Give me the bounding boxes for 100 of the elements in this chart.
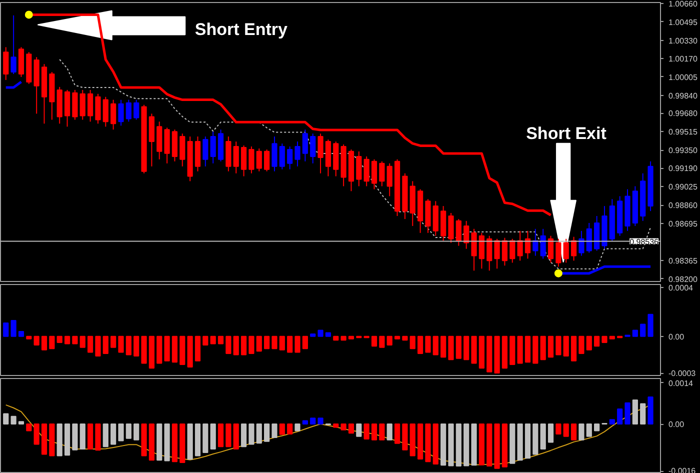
bar [80, 424, 86, 450]
y-tick-label: 0.98860 [668, 201, 698, 210]
bar [110, 336, 116, 348]
candlestick [80, 89, 86, 120]
bar [570, 424, 577, 440]
y-tick-label: -0.0003 [668, 369, 696, 378]
candlestick [510, 238, 516, 264]
bar [302, 420, 308, 425]
bar [41, 336, 48, 350]
bar [594, 336, 600, 347]
bar [494, 424, 500, 469]
bar [310, 418, 316, 425]
candlestick [578, 230, 584, 256]
candlestick [64, 89, 70, 128]
bar [356, 424, 362, 437]
candlestick [494, 238, 500, 270]
bar [72, 424, 78, 450]
y-tick-label: 1.00495 [668, 18, 698, 27]
bar [379, 336, 385, 348]
bar [624, 402, 630, 425]
candlestick [294, 141, 300, 167]
annotation: Short Exit [526, 124, 607, 143]
bar [218, 336, 224, 344]
bar [556, 424, 562, 435]
y-tick-label: 0.98365 [668, 256, 698, 266]
bar [333, 424, 339, 428]
y-tick-label: 0.98200 [668, 274, 698, 284]
bar [279, 336, 285, 350]
bar [210, 424, 216, 450]
bar [371, 424, 378, 440]
bar [118, 336, 124, 353]
bar [632, 330, 638, 337]
bar [340, 336, 346, 341]
candlestick [110, 99, 116, 130]
bar [333, 336, 339, 341]
bar [556, 336, 562, 356]
candlestick [586, 222, 592, 254]
candlestick [10, 14, 16, 75]
bar [102, 336, 108, 354]
bar [264, 336, 270, 350]
bar [148, 424, 154, 461]
bar [264, 424, 270, 442]
bar [202, 424, 208, 454]
bar [126, 336, 132, 356]
bar [26, 336, 32, 340]
bar [540, 336, 546, 360]
candlestick [540, 228, 546, 260]
bar [95, 336, 101, 356]
bar [464, 424, 470, 466]
bar [379, 424, 385, 440]
bar [602, 336, 608, 344]
bar [56, 336, 62, 344]
bar [3, 322, 9, 337]
bar [348, 424, 354, 434]
candlestick [102, 96, 108, 128]
bar [594, 424, 600, 432]
candlestick [548, 235, 554, 264]
candlestick [456, 218, 462, 246]
bar [540, 424, 546, 450]
candlestick [524, 230, 531, 260]
bar [410, 336, 416, 350]
bar [272, 336, 278, 350]
bar [279, 424, 285, 435]
bar [586, 336, 592, 350]
candlestick [72, 89, 78, 120]
bar [64, 424, 70, 456]
bar [10, 416, 16, 425]
y-tick-label: 0.00 [668, 332, 685, 342]
candlestick [272, 136, 278, 172]
bar [218, 424, 224, 448]
y-tick-label: 0.99025 [668, 182, 698, 192]
bar [478, 336, 484, 369]
bar [394, 336, 400, 340]
bar [586, 424, 592, 437]
candlestick [3, 46, 9, 80]
candlestick [486, 235, 492, 272]
bar [494, 336, 500, 374]
bar [41, 424, 48, 455]
candlestick [95, 93, 101, 124]
bar [56, 424, 62, 456]
annotation: Short Entry [194, 20, 288, 40]
y-tick-label: 0.0004 [668, 284, 694, 293]
bar [456, 336, 462, 359]
bar [486, 336, 492, 372]
bar [386, 424, 392, 440]
bar [26, 424, 32, 432]
bar [464, 336, 470, 360]
bar [448, 424, 454, 466]
candlestick [478, 232, 484, 270]
bar [180, 424, 186, 464]
candlestick [570, 236, 577, 262]
candlestick [248, 146, 254, 174]
candlestick [532, 228, 538, 256]
bar [425, 336, 431, 353]
bar [18, 421, 24, 425]
bar [34, 336, 40, 346]
candlestick [233, 141, 239, 174]
bar [532, 424, 538, 455]
candlestick [556, 238, 562, 268]
bar [194, 424, 201, 456]
